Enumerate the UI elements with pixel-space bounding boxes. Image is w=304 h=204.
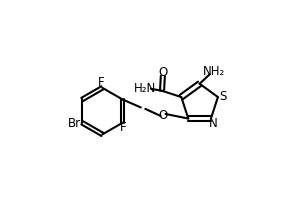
Text: H₂N: H₂N: [134, 82, 156, 95]
Text: F: F: [98, 76, 105, 89]
Text: O: O: [158, 109, 168, 122]
Text: Br: Br: [68, 117, 81, 130]
Text: S: S: [219, 90, 226, 103]
Text: F: F: [120, 121, 127, 134]
Text: N: N: [209, 116, 218, 130]
Text: NH₂: NH₂: [203, 64, 225, 78]
Text: O: O: [158, 66, 168, 79]
